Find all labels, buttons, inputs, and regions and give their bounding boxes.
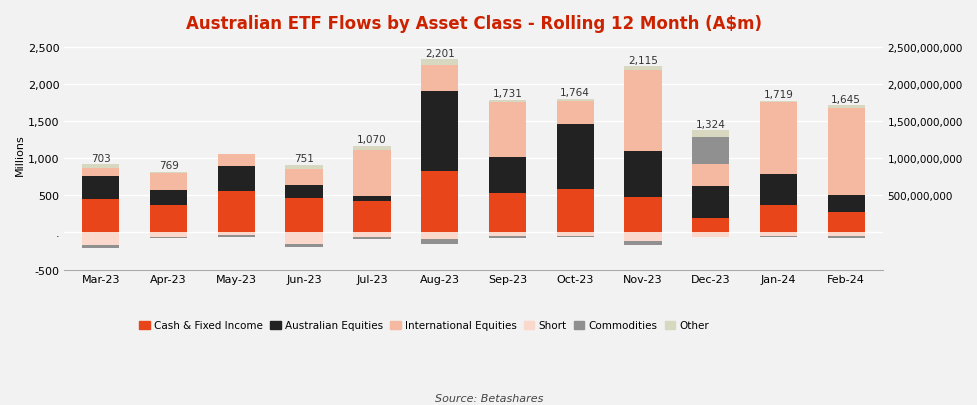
Bar (149, 205, 187, 233)
Bar (692, 186, 729, 219)
Bar (353, 147, 390, 151)
Bar (623, 71, 660, 152)
Text: 1,731: 1,731 (492, 89, 522, 99)
Bar (556, 189, 593, 233)
Text: 751: 751 (294, 154, 314, 164)
Text: 2,115: 2,115 (627, 56, 658, 66)
Bar (556, 233, 593, 237)
Bar (827, 237, 864, 239)
Text: 1,719: 1,719 (763, 90, 792, 100)
Bar (285, 199, 322, 233)
Bar (556, 237, 593, 238)
Text: Source: Betashares: Source: Betashares (435, 393, 542, 403)
Bar (623, 242, 660, 245)
Bar (285, 170, 322, 185)
Bar (488, 237, 526, 239)
Bar (218, 233, 255, 236)
Bar (353, 196, 390, 202)
Bar (82, 245, 119, 248)
Bar (420, 239, 458, 244)
Bar (759, 174, 796, 205)
Bar (149, 173, 187, 191)
Text: 1,324: 1,324 (695, 119, 725, 130)
Bar (218, 191, 255, 233)
Bar (285, 245, 322, 248)
Bar (82, 233, 119, 245)
Text: 703: 703 (91, 153, 110, 163)
Bar (218, 155, 255, 166)
Text: 1,764: 1,764 (560, 88, 589, 98)
Bar (827, 106, 864, 108)
Bar (692, 219, 729, 233)
Bar (149, 237, 187, 239)
Bar (556, 100, 593, 102)
Bar (218, 166, 255, 191)
Bar (759, 205, 796, 233)
Text: 1,070: 1,070 (357, 135, 386, 145)
Bar (420, 66, 458, 92)
Bar (759, 233, 796, 237)
Bar (420, 92, 458, 172)
Bar (285, 185, 322, 199)
Bar (149, 191, 187, 205)
Bar (488, 233, 526, 237)
Bar (692, 131, 729, 137)
Bar (759, 102, 796, 174)
Legend: Cash & Fixed Income, Australian Equities, International Equities, Short, Commodi: Cash & Fixed Income, Australian Equities… (135, 316, 712, 335)
Bar (623, 197, 660, 233)
Bar (82, 169, 119, 177)
Bar (353, 237, 390, 239)
Bar (623, 233, 660, 242)
Bar (420, 172, 458, 233)
Bar (488, 194, 526, 233)
Bar (488, 103, 526, 157)
Bar (488, 157, 526, 194)
Bar (82, 200, 119, 233)
Bar (623, 152, 660, 197)
Bar (827, 213, 864, 233)
Bar (82, 177, 119, 200)
Bar (827, 196, 864, 213)
Bar (692, 164, 729, 186)
Text: 2,201: 2,201 (424, 49, 454, 59)
Bar (285, 165, 322, 170)
Bar (827, 233, 864, 237)
Bar (692, 233, 729, 237)
Bar (623, 67, 660, 71)
Bar (353, 151, 390, 196)
Title: Australian ETF Flows by Asset Class - Rolling 12 Month (A$m): Australian ETF Flows by Asset Class - Ro… (186, 15, 761, 33)
Bar (218, 236, 255, 237)
Bar (285, 233, 322, 245)
Y-axis label: Millions: Millions (15, 134, 25, 176)
Text: 769: 769 (158, 161, 179, 171)
Bar (82, 164, 119, 169)
Bar (692, 137, 729, 164)
Bar (420, 60, 458, 66)
Bar (149, 233, 187, 237)
Bar (420, 233, 458, 239)
Text: 1,645: 1,645 (830, 95, 860, 105)
Bar (556, 125, 593, 189)
Bar (353, 233, 390, 237)
Bar (827, 108, 864, 196)
Bar (353, 202, 390, 233)
Bar (488, 100, 526, 103)
Bar (556, 102, 593, 125)
